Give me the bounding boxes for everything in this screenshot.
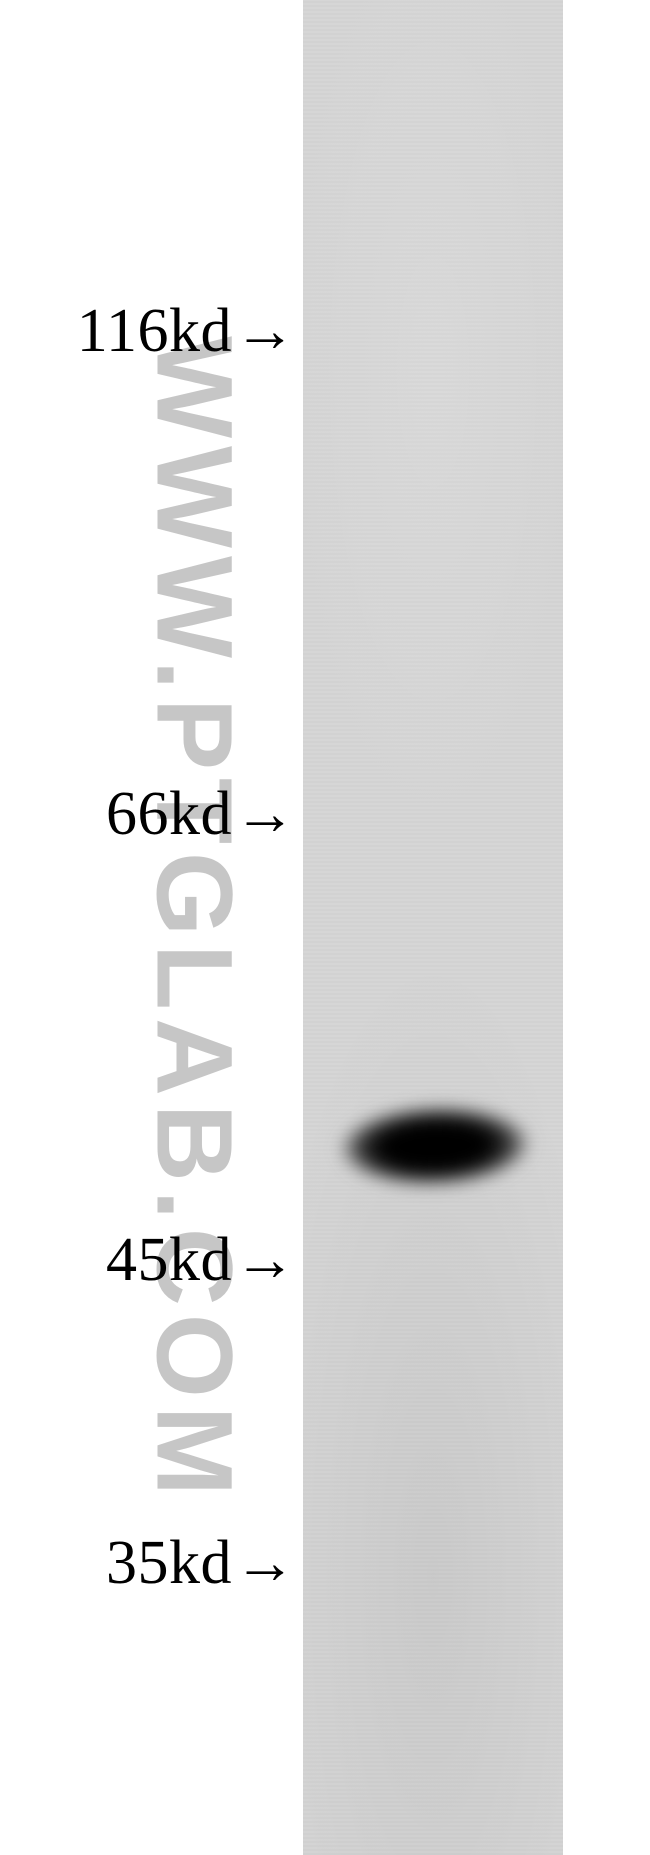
mw-marker-label: 66kd [106, 779, 232, 850]
mw-marker-label: 45kd [106, 1225, 232, 1296]
mw-marker-label: 116kd [77, 296, 232, 367]
arrow-right-icon: → [234, 779, 296, 850]
arrow-right-icon: → [234, 1225, 296, 1296]
arrow-right-icon: → [234, 1528, 296, 1599]
mw-marker-116kd: 116kd→ [77, 295, 296, 369]
watermark-text: WWW.PTGLAB.COM [133, 336, 258, 1504]
mw-marker-label: 35kd [106, 1528, 232, 1599]
mw-marker-66kd: 66kd→ [106, 778, 296, 852]
arrow-right-icon: → [234, 296, 296, 367]
blot-canvas: WWW.PTGLAB.COM 116kd→ 66kd→ 45kd→ 35kd→ [0, 0, 650, 1855]
mw-marker-35kd: 35kd→ [106, 1527, 296, 1601]
blot-lane [303, 0, 563, 1855]
mw-marker-45kd: 45kd→ [106, 1224, 296, 1298]
